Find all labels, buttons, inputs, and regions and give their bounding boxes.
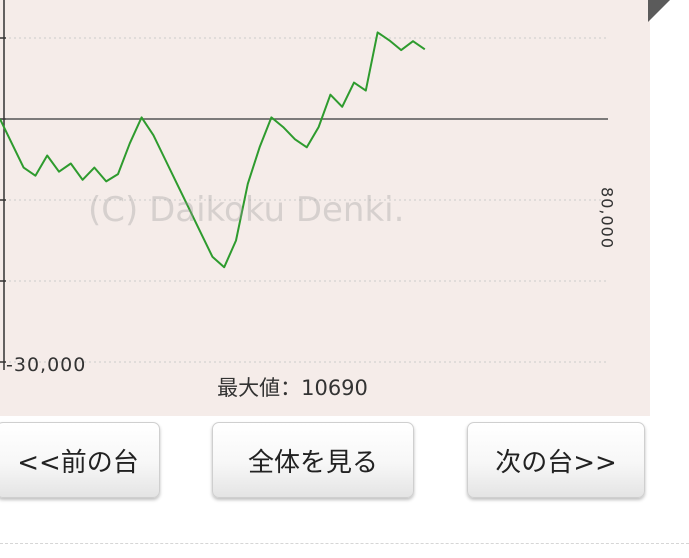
corner-triangle-icon: [648, 0, 670, 22]
prev-machine-button[interactable]: <<前の台: [0, 422, 160, 498]
right-axis-label: 80,000: [597, 187, 617, 249]
divider: [0, 543, 689, 544]
slot-graph: [0, 0, 608, 370]
next-machine-button[interactable]: 次の台>>: [467, 422, 645, 498]
max-value-label: 最大値：10690: [217, 376, 368, 400]
graph-panel: [0, 0, 650, 416]
copyright-watermark: (C) Daikoku Denki.: [88, 190, 405, 230]
y-axis-min-label: -30,000: [6, 354, 87, 376]
series-line: [0, 31, 426, 269]
view-all-button[interactable]: 全体を見る: [212, 422, 414, 498]
